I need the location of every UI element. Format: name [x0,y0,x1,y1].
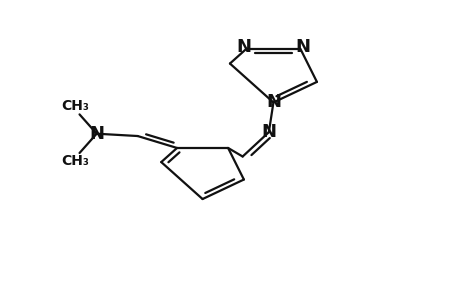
Text: CH₃: CH₃ [61,154,89,168]
Text: N: N [265,93,280,111]
Text: N: N [295,38,309,56]
Text: N: N [261,123,276,141]
Text: N: N [89,125,104,143]
Text: N: N [236,38,251,56]
Text: CH₃: CH₃ [61,99,89,113]
